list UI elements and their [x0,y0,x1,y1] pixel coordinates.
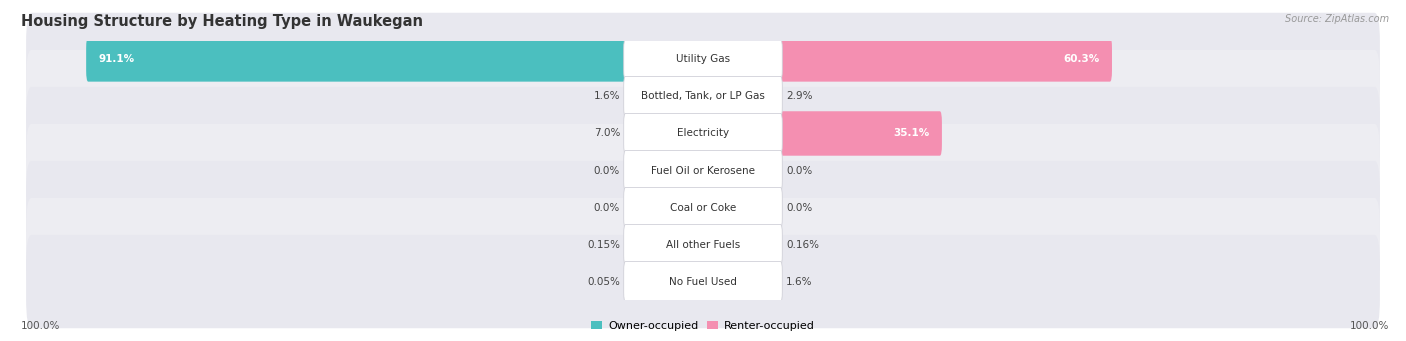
FancyBboxPatch shape [27,198,1379,291]
FancyBboxPatch shape [624,114,782,153]
FancyBboxPatch shape [27,13,1379,106]
Text: 0.15%: 0.15% [586,239,620,250]
FancyBboxPatch shape [27,50,1379,143]
FancyBboxPatch shape [671,185,704,230]
FancyBboxPatch shape [702,148,735,193]
Legend: Owner-occupied, Renter-occupied: Owner-occupied, Renter-occupied [586,316,820,336]
FancyBboxPatch shape [702,37,1112,81]
Text: 0.0%: 0.0% [786,165,813,176]
FancyBboxPatch shape [86,37,704,81]
FancyBboxPatch shape [624,225,782,265]
Text: Bottled, Tank, or LP Gas: Bottled, Tank, or LP Gas [641,91,765,102]
FancyBboxPatch shape [702,260,735,304]
Text: 100.0%: 100.0% [1350,321,1389,331]
Text: 1.6%: 1.6% [593,91,620,102]
Text: 100.0%: 100.0% [21,321,60,331]
Text: 1.6%: 1.6% [786,277,813,286]
Text: All other Fuels: All other Fuels [666,239,740,250]
FancyBboxPatch shape [27,161,1379,254]
FancyBboxPatch shape [27,87,1379,180]
FancyBboxPatch shape [624,150,782,191]
Text: 60.3%: 60.3% [1063,55,1099,64]
FancyBboxPatch shape [27,124,1379,217]
FancyBboxPatch shape [702,185,735,230]
Text: Electricity: Electricity [676,129,730,138]
Text: 0.0%: 0.0% [593,203,620,212]
Text: 0.16%: 0.16% [786,239,820,250]
Text: 0.0%: 0.0% [786,203,813,212]
FancyBboxPatch shape [654,111,704,156]
Text: 0.05%: 0.05% [588,277,620,286]
FancyBboxPatch shape [671,74,704,119]
FancyBboxPatch shape [624,76,782,116]
Text: 2.9%: 2.9% [786,91,813,102]
Text: No Fuel Used: No Fuel Used [669,277,737,286]
FancyBboxPatch shape [27,235,1379,328]
Text: 7.0%: 7.0% [593,129,620,138]
Text: Housing Structure by Heating Type in Waukegan: Housing Structure by Heating Type in Wau… [21,14,423,29]
Text: Fuel Oil or Kerosene: Fuel Oil or Kerosene [651,165,755,176]
FancyBboxPatch shape [624,40,782,79]
FancyBboxPatch shape [671,148,704,193]
FancyBboxPatch shape [671,260,704,304]
FancyBboxPatch shape [702,74,735,119]
Text: 91.1%: 91.1% [98,55,135,64]
FancyBboxPatch shape [702,111,942,156]
FancyBboxPatch shape [624,188,782,227]
Text: 0.0%: 0.0% [593,165,620,176]
FancyBboxPatch shape [702,222,735,267]
Text: Utility Gas: Utility Gas [676,55,730,64]
FancyBboxPatch shape [671,222,704,267]
Text: Source: ZipAtlas.com: Source: ZipAtlas.com [1285,14,1389,24]
FancyBboxPatch shape [624,262,782,301]
Text: 35.1%: 35.1% [893,129,929,138]
Text: Coal or Coke: Coal or Coke [669,203,737,212]
